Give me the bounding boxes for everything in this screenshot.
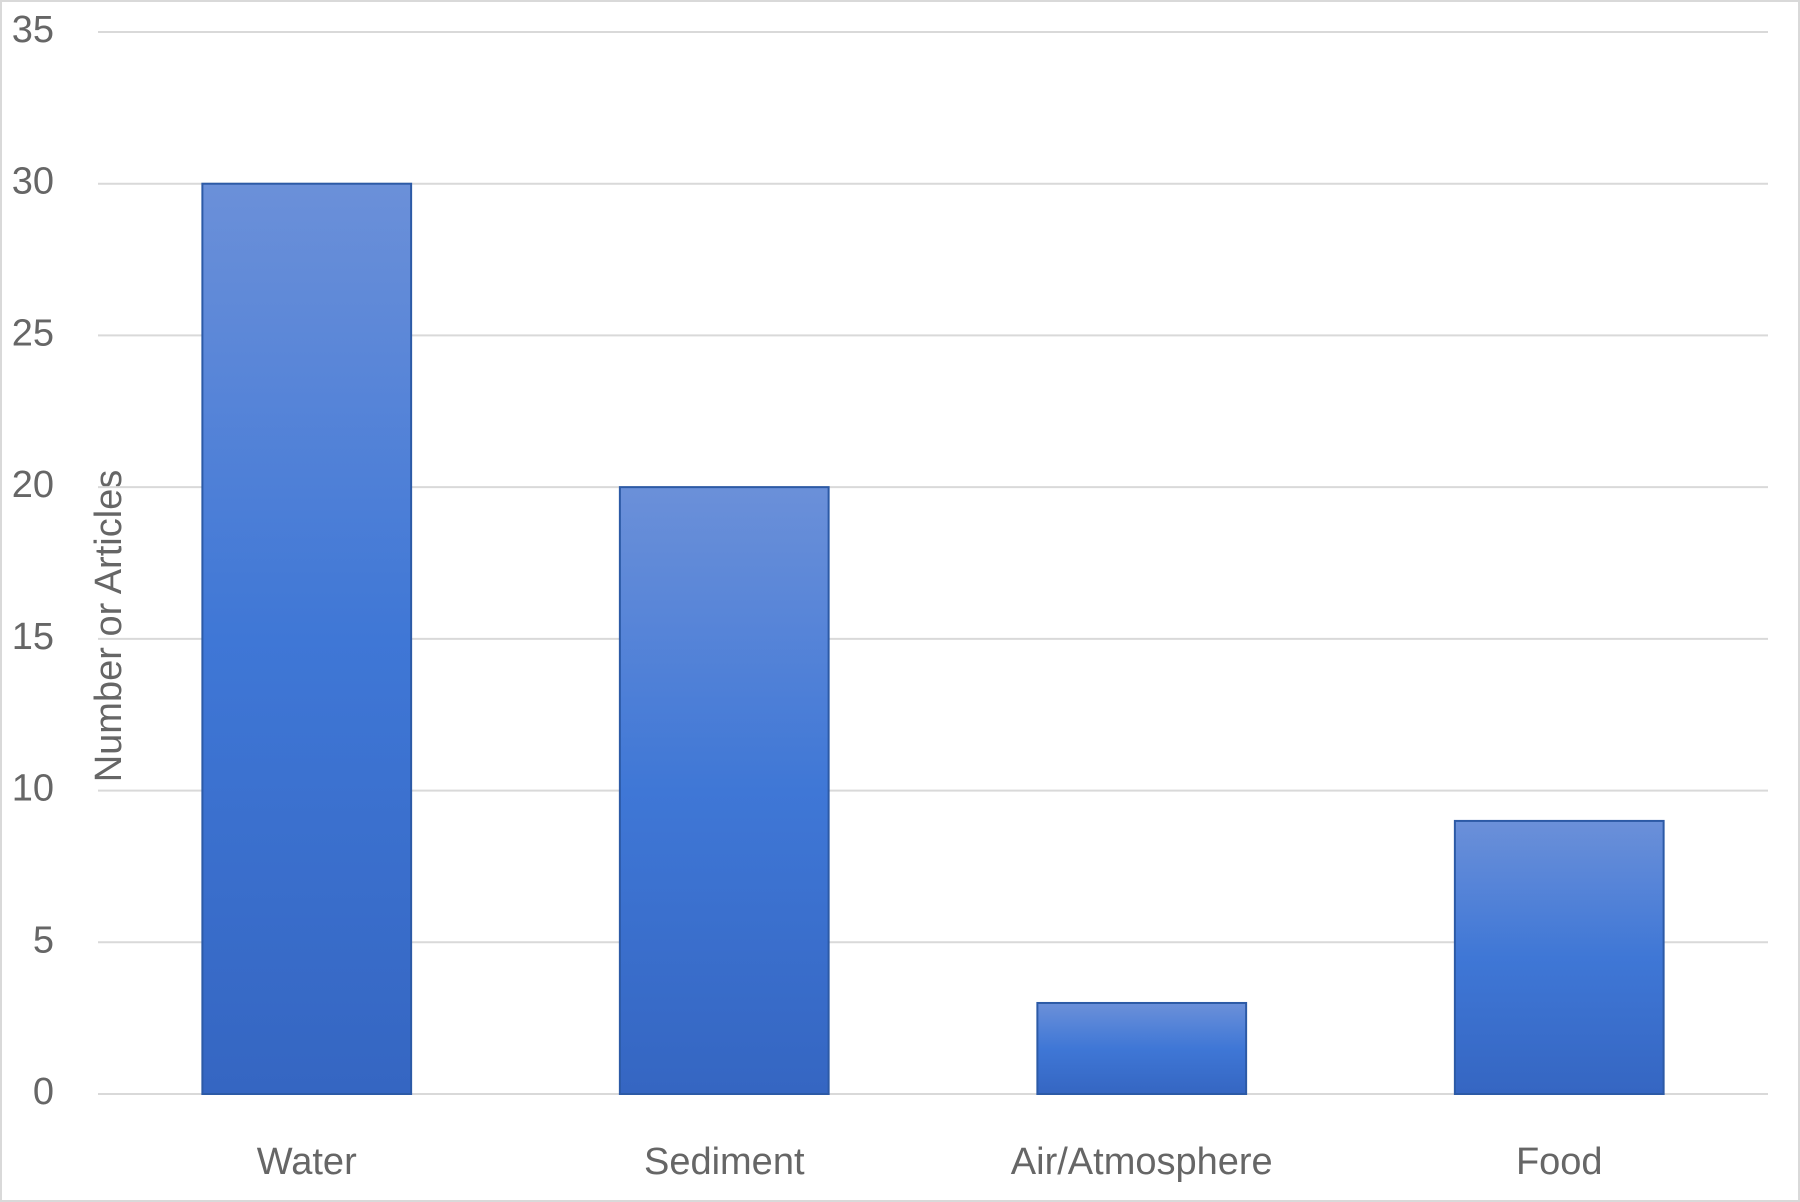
y-tick-label: 10 — [12, 768, 54, 810]
y-tick-label: 0 — [33, 1071, 54, 1113]
y-tick-label: 20 — [12, 464, 54, 506]
x-tick-label: Food — [1516, 1141, 1603, 1183]
bar — [1036, 1001, 1248, 1096]
bar — [1453, 819, 1665, 1096]
y-tick-label: 30 — [12, 161, 54, 203]
x-tick-label: Sediment — [644, 1141, 805, 1183]
y-tick-label: 25 — [12, 312, 54, 354]
y-tick-label: 15 — [12, 616, 54, 658]
x-tick-label: Air/Atmosphere — [1011, 1141, 1273, 1183]
y-axis-title: Number or Articles — [88, 470, 130, 783]
y-tick-label: 35 — [12, 9, 54, 51]
bar — [201, 182, 413, 1095]
x-tick-label: Water — [257, 1141, 357, 1183]
bar — [618, 486, 830, 1095]
y-tick-label: 5 — [33, 919, 54, 961]
